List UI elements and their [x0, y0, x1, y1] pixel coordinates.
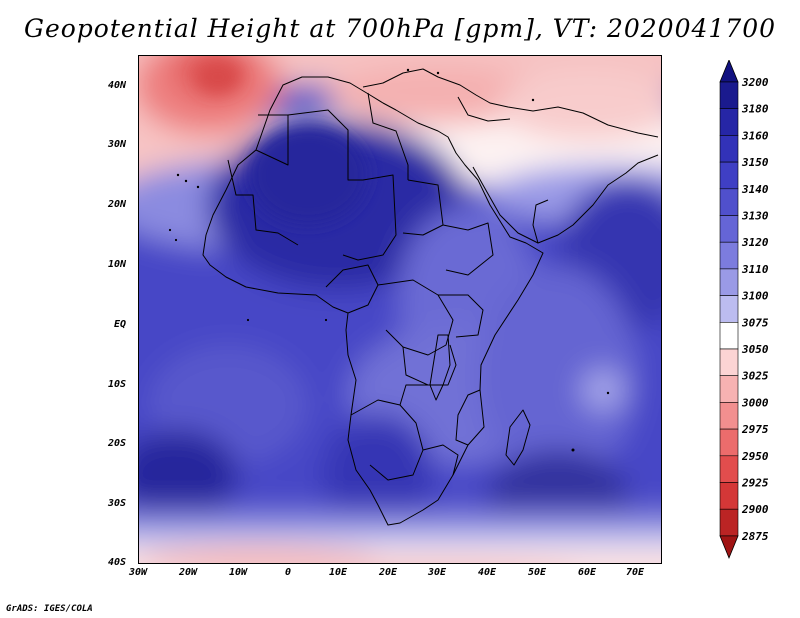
lon-label: 30E: [427, 567, 447, 578]
lat-label: 10N: [107, 259, 126, 270]
colorbar-swatch: [719, 321, 739, 350]
lat-label: 20N: [107, 199, 126, 210]
colorbar-swatch: [719, 375, 739, 403]
colorbar-swatch: [719, 508, 739, 537]
lon-label: 50E: [527, 567, 547, 578]
lat-label: 30N: [107, 139, 126, 150]
lon-label: 10E: [328, 567, 348, 578]
lat-label: 10S: [107, 379, 126, 390]
colorbar-swatch: [719, 108, 739, 136]
colorbar-label: 3110: [741, 263, 769, 276]
colorbar-swatch: [719, 215, 739, 243]
colorbar-swatch: [719, 402, 739, 430]
map-title: Geopotential Height at 700hPa [gpm], VT:…: [23, 14, 777, 43]
lon-label: 60E: [577, 567, 597, 578]
colorbar-swatch: [719, 241, 739, 270]
colorbar-swatch: [719, 295, 739, 323]
colorbar-top-cap: [719, 60, 739, 83]
colorbar-label: 2925: [741, 477, 769, 490]
colorbar-swatch: [719, 268, 739, 296]
colorbar-label: 2900: [741, 503, 769, 516]
geopotential-height-map: [138, 55, 662, 564]
colorbar-label: 3025: [741, 370, 769, 383]
grads-credit: GrADS: IGES/COLA: [6, 604, 93, 614]
colorbar-swatch: [719, 455, 739, 483]
colorbar-label: 3130: [741, 210, 769, 223]
colorbar-bottom-cap: [719, 535, 739, 559]
colorbar-label: 2875: [741, 530, 769, 543]
lat-label: 30S: [107, 498, 126, 509]
colorbar-label: 3120: [741, 236, 769, 249]
colorbar-label: 3140: [741, 183, 769, 196]
colorbar-label: 3150: [741, 156, 769, 169]
lat-label: 40N: [107, 80, 126, 91]
colorbar-label: 3180: [741, 103, 769, 116]
lat-label: 40S: [107, 557, 126, 568]
lat-label: 20S: [107, 438, 126, 449]
colorbar-swatch: [719, 348, 739, 377]
lat-label: EQ: [113, 319, 126, 330]
colorbar-swatch: [719, 482, 739, 510]
colorbar-swatch: [719, 161, 739, 190]
colorbar-label: 2975: [741, 423, 769, 436]
colorbar-label: 2950: [741, 450, 769, 463]
lon-label: 40E: [477, 567, 497, 578]
colorbar-swatch: [719, 81, 739, 110]
colorbar-label: 3050: [741, 343, 769, 356]
colorbar-label: 3000: [741, 396, 769, 409]
colorbar-label: 3100: [741, 290, 769, 303]
colorbar-swatch: [719, 428, 739, 457]
colorbar-label: 3200: [741, 76, 769, 89]
lon-label: 10W: [228, 567, 248, 578]
lon-label: 30W: [128, 567, 148, 578]
colorbar-label: 3160: [741, 129, 769, 142]
colorbar-swatch: [719, 135, 739, 163]
lon-label: 20W: [178, 567, 198, 578]
lon-label: 70E: [625, 567, 645, 578]
colorbar: 3200 3180 3160 3150 3140 3130 3120 3110 3100 3075…: [719, 60, 769, 559]
lon-label: 20E: [378, 567, 398, 578]
colorbar-swatch: [719, 188, 739, 216]
lon-label: 0: [284, 567, 292, 578]
colorbar-label: 3075: [741, 316, 769, 329]
